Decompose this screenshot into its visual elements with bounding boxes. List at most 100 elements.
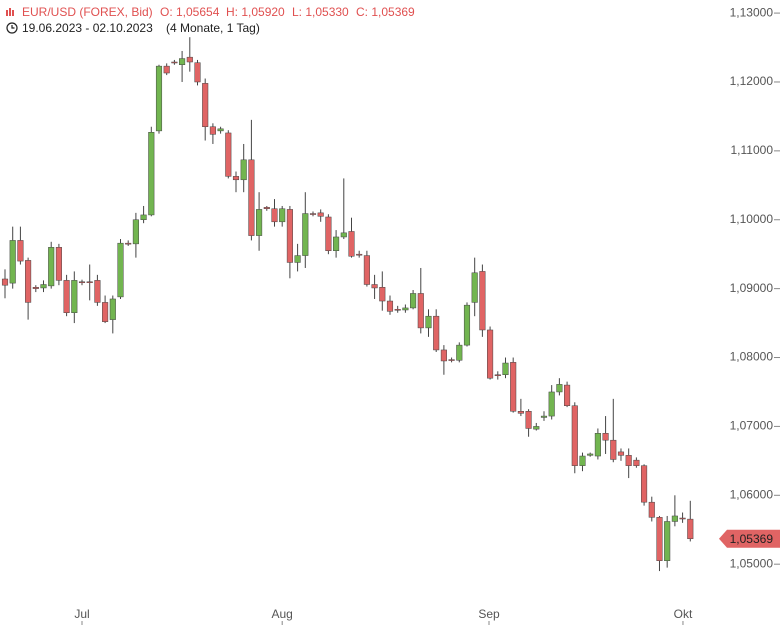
candle-body	[679, 517, 686, 520]
candle-body	[602, 433, 609, 441]
candle-body	[140, 214, 147, 220]
candle-body	[55, 247, 62, 281]
open-label: O: 1,05654	[160, 5, 220, 19]
date-span: (4 Monate, 1 Tag)	[166, 21, 260, 35]
candle-body	[433, 315, 440, 351]
candle-body	[494, 374, 501, 376]
symbol: EUR/USD (FOREX, Bid)	[22, 5, 153, 19]
candle-body	[617, 451, 625, 456]
candle-body	[40, 284, 47, 289]
candle-body	[132, 219, 139, 245]
candle-body	[186, 56, 193, 63]
candle-body	[325, 216, 332, 251]
low-label: L: 1,05330	[292, 5, 349, 19]
candle-body	[456, 344, 463, 361]
candle-body	[194, 62, 201, 83]
y-tick-label: 1,13000	[730, 5, 774, 19]
date-range: 19.06.2023 - 02.10.2023	[22, 21, 153, 35]
candle-body	[209, 126, 216, 135]
candle-body	[587, 453, 594, 456]
candle-body	[564, 384, 571, 406]
candle-body	[302, 213, 309, 256]
x-tick-label: Sep	[478, 607, 500, 621]
candle-body	[225, 132, 232, 177]
candle-body	[594, 433, 601, 457]
y-tick-label: 1,05000	[730, 556, 774, 570]
candle-body	[625, 455, 632, 466]
clock-icon	[6, 22, 18, 34]
candle-body	[248, 159, 255, 236]
candle-body	[440, 349, 447, 362]
candle-body	[86, 281, 93, 283]
candle-body	[363, 255, 370, 285]
y-tick-label: 1,09000	[730, 281, 774, 295]
header-icon	[6, 8, 14, 16]
candle-body	[256, 209, 263, 236]
candle-body	[279, 208, 286, 223]
y-tick-label: 1,10000	[730, 212, 774, 226]
candle-body	[471, 272, 478, 303]
candle-body	[610, 439, 617, 460]
candle-body	[463, 304, 471, 346]
last-price-label: 1,05369	[730, 532, 774, 546]
close-label: C: 1,05369	[356, 5, 415, 19]
candle-body	[579, 455, 586, 466]
candle-body	[240, 159, 247, 181]
candle-body	[356, 253, 363, 256]
candle-body	[179, 58, 186, 66]
candle-body	[533, 426, 540, 430]
candle-body	[525, 411, 532, 429]
y-tick-label: 1,08000	[730, 350, 774, 364]
y-tick-label: 1,06000	[730, 487, 774, 501]
candle-body	[9, 240, 16, 284]
candle-body	[48, 247, 55, 287]
candle-body	[571, 405, 578, 466]
candle-body	[63, 280, 70, 313]
candle-body	[309, 213, 317, 215]
candle-body	[379, 287, 386, 302]
candle-body	[232, 176, 240, 181]
candle-body	[32, 287, 39, 289]
x-tick-label: Okt	[674, 607, 693, 621]
candle-body	[271, 208, 278, 223]
candle-body	[1, 278, 9, 286]
candle-body	[648, 501, 655, 518]
candle-body	[548, 391, 555, 417]
candle-body	[633, 459, 640, 466]
candle-body	[125, 242, 132, 245]
y-tick-label: 1,12000	[730, 74, 774, 88]
candle-body	[94, 280, 101, 303]
candle-body	[148, 132, 155, 216]
candle-body	[410, 293, 417, 309]
candle-body	[286, 209, 293, 263]
candle-body	[102, 302, 109, 322]
candle-body	[671, 515, 678, 522]
candle-body	[479, 271, 486, 331]
candle-body	[664, 521, 671, 561]
candle-body	[417, 293, 424, 329]
candle-body	[556, 384, 563, 393]
y-tick-label: 1,11000	[731, 143, 774, 157]
candle-body	[17, 240, 24, 262]
candle-body	[71, 280, 78, 313]
candle-body	[425, 315, 432, 329]
x-tick-label: Jul	[74, 607, 89, 621]
candle-body	[109, 298, 116, 320]
candle-body	[202, 83, 209, 128]
candle-body	[510, 362, 517, 412]
candle-body	[371, 284, 378, 289]
candle-body	[641, 465, 648, 503]
candle-body	[163, 65, 170, 74]
candle-body	[502, 362, 509, 375]
high-label: H: 1,05920	[226, 5, 285, 19]
candle-body	[487, 329, 494, 379]
candle-body	[656, 517, 663, 561]
x-tick-label: Aug	[272, 607, 293, 621]
candle-body	[78, 281, 86, 283]
candle-body	[25, 260, 32, 303]
candle-body	[348, 231, 355, 257]
candle-body	[317, 212, 324, 217]
candle-body	[540, 415, 548, 418]
candle-body	[294, 255, 301, 263]
